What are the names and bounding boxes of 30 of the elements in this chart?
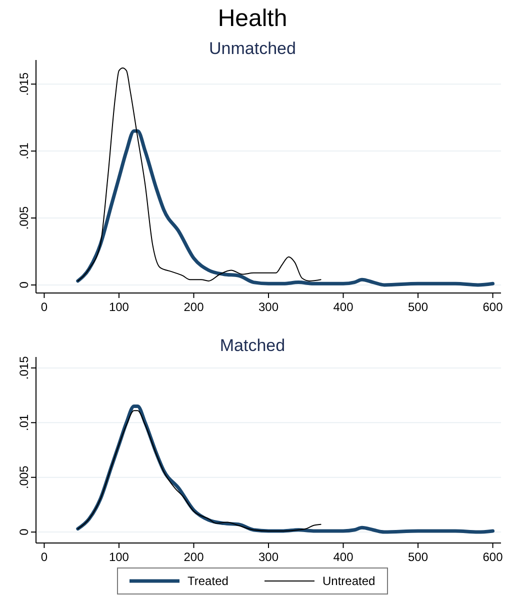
line-series (77, 68, 322, 282)
x-tick-label: 200 (184, 550, 204, 564)
chart-subtitle: Unmatched (209, 39, 296, 58)
x-tick-label: 600 (482, 550, 504, 564)
y-tick-label: .01 (17, 142, 31, 160)
x-tick-label: 400 (333, 550, 354, 564)
y-tick-label: 0 (17, 281, 31, 288)
chart-title: Matched (220, 336, 286, 355)
x-tick-label: 500 (408, 300, 428, 314)
legend-label: Treated (188, 574, 228, 588)
x-tick-label: 500 (408, 550, 428, 564)
line-series (76, 129, 495, 287)
y-tick-label: 0 (17, 528, 31, 536)
x-tick-label: 300 (258, 300, 279, 314)
x-tick-label: 100 (108, 550, 130, 564)
legend-label: Untreated (322, 574, 376, 588)
y-tick-label: .005 (17, 465, 31, 490)
x-tick-label: 400 (333, 300, 354, 314)
y-tick-label: .01 (17, 414, 31, 431)
x-tick-label: 300 (258, 550, 279, 564)
y-tick-label: .005 (17, 206, 31, 230)
y-tick-label: .015 (17, 72, 31, 96)
x-tick-label: 0 (40, 300, 48, 314)
x-tick-label: 100 (108, 300, 130, 314)
x-tick-label: 600 (482, 300, 504, 314)
chart-title: Health (218, 5, 288, 32)
y-tick-label: .015 (17, 356, 31, 380)
x-tick-label: 0 (40, 550, 48, 564)
line-series (77, 410, 322, 532)
x-tick-label: 200 (184, 300, 204, 314)
